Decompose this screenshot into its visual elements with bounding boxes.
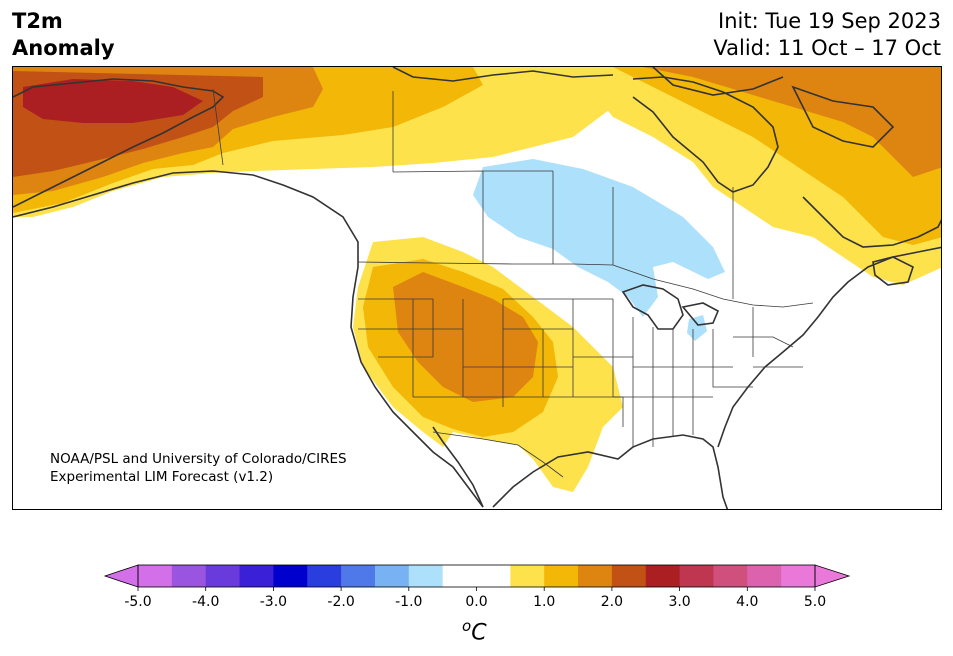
colorbar-ticks: -5.0 -4.0 -3.0 -2.0 -1.0 0.0 1.0 2.0 3.0 4.0 5.0 [124,587,826,610]
coastlines [13,67,941,509]
anomaly-shading [13,67,941,492]
political-borders [212,88,814,478]
us-states-east [613,307,803,447]
colorbar-cell [239,565,274,587]
colorbar-cell [476,565,511,587]
colorbar-cell [374,565,410,587]
colorbar-cells [138,565,816,587]
colorbar-cell [747,565,782,587]
colorbar-tick-label: -5.0 [124,594,151,610]
central-cool-shade [473,159,725,317]
colorbar-tick-label: 0.0 [465,594,487,610]
arctic-islands [392,67,895,148]
colorbar-cell [645,565,680,587]
credit-text: NOAA/PSL and University of Colorado/CIRE… [50,450,347,486]
colorbar-tick-label: 5.0 [804,594,826,610]
colorbar-tick-label: -3.0 [260,594,287,610]
colorbar-cell [510,565,545,587]
map-canvas [13,67,941,509]
colorbar-tick-label: 4.0 [736,594,758,610]
gulf-coast [492,434,729,509]
us-canada-border [357,261,814,308]
colorbar-cell [307,565,342,587]
colorbar-cell [442,565,477,587]
colorbar-cell [781,565,816,587]
colorbar-cell [713,565,748,587]
great-lakes [621,284,720,330]
west-warm3-shade [393,272,538,402]
colorbar-under-arrow [103,564,139,588]
lake-cool-shade [687,315,707,341]
arctic-warm3-shade [643,67,941,177]
colorbar-over-arrow [814,564,851,588]
anomaly-map: NOAA/PSL and University of Colorado/CIRE… [12,66,942,510]
colorbar-cell [408,565,444,587]
title-variable: T2m [12,9,63,33]
colorbar-tick-label: -2.0 [327,594,354,610]
colorbar-tick-label: -4.0 [192,594,219,610]
colorbar-cell [138,565,173,587]
colorbar-cell [578,565,613,587]
title-field: Anomaly [12,36,115,60]
hudson-coast [632,76,779,193]
colorbar-tick-label: -1.0 [395,594,422,610]
colorbar-tick-label: 2.0 [601,594,623,610]
us-states-west [358,298,543,407]
mexico-border [432,431,564,478]
us-states-central [503,298,633,427]
canada-provinces [392,91,734,299]
credit-line-2: Experimental LIM Forecast (v1.2) [50,469,274,485]
colorbar-tick-label: 1.0 [533,594,555,610]
colorbar-tick-label: 3.0 [668,594,690,610]
alaska-canada-border [212,88,224,166]
unit-celsius: C [471,620,487,646]
colorbar-cell [171,565,207,587]
forecast-dates: Init: Tue 19 Sep 2023 Valid: 11 Oct – 17… [713,8,941,62]
colorbar-cell [544,565,579,587]
unit-degree: o [462,617,472,635]
pacific-coast [13,170,484,508]
init-date: Init: Tue 19 Sep 2023 [718,9,941,33]
credit-line-1: NOAA/PSL and University of Colorado/CIRE… [50,451,347,467]
colorbar-cell [205,565,240,587]
baja-coast [432,426,484,508]
labrador-coast [802,196,941,248]
alaska-warm5-shade [23,79,203,123]
colorbar-unit: oC [462,617,487,645]
colorbar-cell [679,565,714,587]
colorbar-cell [341,565,376,587]
colorbar-cell [611,565,647,587]
newfoundland [872,256,914,286]
map-title: T2m Anomaly [12,8,115,62]
valid-period: Valid: 11 Oct – 17 Oct [713,36,941,60]
colorbar-cell [273,565,308,587]
alaska-coast [13,78,225,208]
